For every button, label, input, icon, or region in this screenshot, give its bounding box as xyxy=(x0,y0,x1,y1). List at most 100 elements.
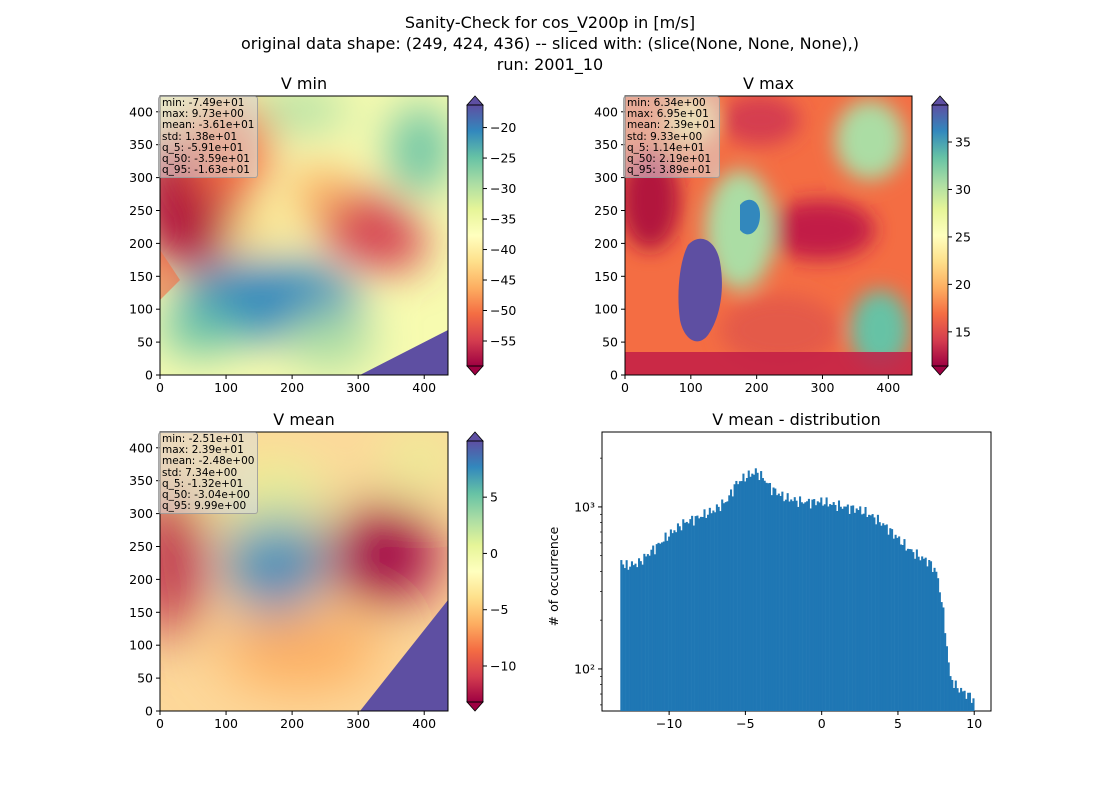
histogram-bar xyxy=(685,521,688,711)
colorbar-extend-top xyxy=(466,431,484,442)
histogram-bar xyxy=(804,502,807,711)
x-tick-label: 400 xyxy=(876,380,900,395)
histogram-bar xyxy=(747,470,750,711)
histogram-bar xyxy=(857,510,860,711)
histogram-bar xyxy=(781,491,784,711)
histogram-bar xyxy=(650,549,653,711)
stat-line: mean: -3.61e+01 xyxy=(162,119,255,132)
histogram-bar xyxy=(641,564,644,711)
histogram-bar xyxy=(880,525,883,711)
colorbar-tick-label: 25 xyxy=(955,229,971,244)
histogram-bar xyxy=(710,513,713,711)
stat-line: q_50: -3.04e+00 xyxy=(162,489,250,502)
histogram-bar xyxy=(921,556,924,711)
histogram-bar xyxy=(963,690,966,711)
histogram-bar xyxy=(721,499,724,711)
histogram-bar xyxy=(951,679,954,711)
histogram-bar xyxy=(634,563,637,711)
histogram-bar xyxy=(669,529,672,711)
colorbar-extend-top xyxy=(466,95,484,106)
x-tick-label: 100 xyxy=(214,716,238,731)
histogram-bar xyxy=(673,530,676,711)
histogram-bar xyxy=(783,501,786,711)
y-tick-label: 50 xyxy=(602,335,618,350)
histogram-bar xyxy=(754,468,757,711)
histogram-bar xyxy=(903,539,906,711)
histogram-bar xyxy=(648,555,651,711)
histogram-bar xyxy=(691,515,694,711)
histogram-bar xyxy=(740,481,743,711)
histogram-bar xyxy=(623,568,626,711)
y-tick-label: 100 xyxy=(594,302,618,317)
colorbar-tick-label: 15 xyxy=(955,324,971,339)
histogram-bar xyxy=(622,564,625,711)
histogram-bar xyxy=(772,487,775,711)
histogram-bar xyxy=(813,499,816,711)
histogram-bar xyxy=(696,515,699,711)
histogram-bar xyxy=(707,514,710,711)
histogram-bar xyxy=(914,558,917,711)
histogram-bar xyxy=(777,493,780,711)
histogram-bar xyxy=(717,506,720,711)
histogram-bar xyxy=(972,698,975,711)
histogram-bar xyxy=(671,533,674,711)
histogram-bar xyxy=(846,504,849,711)
colorbar-extend-bottom xyxy=(466,701,484,712)
histogram-bar xyxy=(926,566,929,711)
y-tick-label: 0 xyxy=(145,704,153,719)
x-tick-label: 200 xyxy=(280,380,304,395)
y-tick-label: 400 xyxy=(129,440,153,455)
y-tick-label: 300 xyxy=(129,506,153,521)
y-tick-label: 250 xyxy=(594,203,618,218)
histogram-bar xyxy=(935,571,938,711)
colorbar-extend-bottom xyxy=(931,365,949,376)
x-tick-label: 400 xyxy=(412,380,436,395)
colorbar-tick-label: −25 xyxy=(490,151,516,166)
heatmap-vmean xyxy=(160,432,448,711)
histogram-bar xyxy=(896,537,899,711)
histogram-bar xyxy=(816,501,819,711)
y-tick-label: 250 xyxy=(129,203,153,218)
histogram-bar xyxy=(912,552,915,711)
histogram-bar xyxy=(829,504,832,711)
histogram-bar xyxy=(791,501,795,711)
histogram-bar xyxy=(841,508,844,711)
y-tick-label: 300 xyxy=(594,170,618,185)
histogram-bar xyxy=(894,534,897,711)
colorbar-tick-label: 0 xyxy=(490,546,498,561)
histogram-bar xyxy=(657,542,660,711)
histogram-bar xyxy=(701,516,704,711)
colorbar-tick-label: 30 xyxy=(955,182,971,197)
y-tick-label: 50 xyxy=(137,671,153,686)
x-tick-label: 300 xyxy=(346,716,370,731)
histogram-bar xyxy=(848,513,851,711)
histogram-bar xyxy=(653,554,656,711)
histogram-bar xyxy=(875,524,878,711)
histogram-bar xyxy=(837,500,841,711)
histogram-bar xyxy=(753,474,756,711)
histogram-bar xyxy=(940,602,943,711)
x-tick-label: 0 xyxy=(156,716,164,731)
colorbar-tick-label: −40 xyxy=(490,242,516,257)
x-tick-label: 300 xyxy=(811,380,835,395)
histogram-bar xyxy=(800,502,803,711)
histogram-bar xyxy=(779,496,782,711)
histogram-bar xyxy=(751,473,754,711)
histogram-bar xyxy=(758,480,761,711)
y-tick-label: 350 xyxy=(129,137,153,152)
colorbar-tick-label: −5 xyxy=(490,602,508,617)
histogram-bar xyxy=(947,662,950,711)
colorbar-tick-label: −30 xyxy=(490,181,516,196)
histogram-bar xyxy=(882,523,885,711)
histogram-bar xyxy=(956,688,959,711)
y-tick-label: 10³ xyxy=(574,499,595,514)
figure-title-line-1: Sanity-Check for cos_V200p in [m/s] xyxy=(404,13,696,32)
histogram-bar xyxy=(891,529,894,711)
stat-line: q_5: 1.14e+01 xyxy=(627,141,705,154)
y-tick-label: 150 xyxy=(129,605,153,620)
histogram-bar xyxy=(692,525,695,711)
histogram-bar xyxy=(869,515,872,711)
histogram-bar xyxy=(965,698,968,711)
histogram-bar xyxy=(961,691,964,711)
